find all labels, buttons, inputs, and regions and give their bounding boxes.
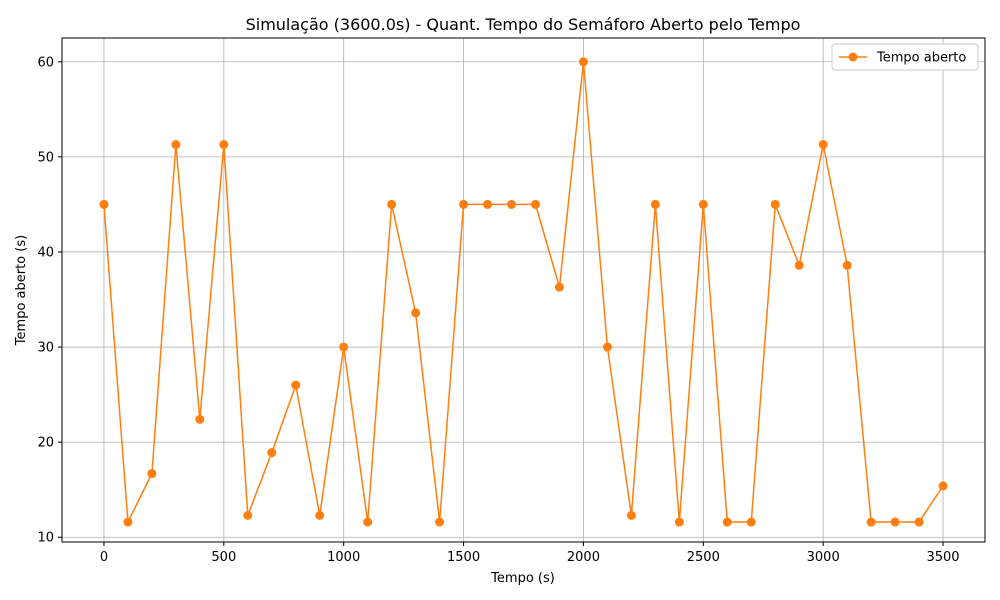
series-line [103,61,944,523]
y-tick-label: 30 [37,341,54,356]
data-point [363,517,373,527]
grid-lines [62,38,985,542]
data-point [459,199,469,209]
data-point [411,308,421,318]
x-tick-label: 3500 [926,550,959,565]
y-tick-label: 10 [37,531,54,546]
data-point [722,517,732,527]
legend-box [831,43,979,71]
data-point [674,517,684,527]
data-point [866,517,876,527]
x-tick-label: 1500 [447,550,480,565]
x-axis-label: Tempo (s) [490,571,555,586]
data-point [842,260,852,270]
data-point [315,510,325,520]
data-point [435,517,445,527]
data-point [770,199,780,209]
x-tick-label: 2500 [687,550,720,565]
chart-title: Simulação (3600.0s) - Quant. Tempo do Se… [246,15,801,34]
data-point [530,199,540,209]
x-tick-label: 500 [211,550,236,565]
data-point [578,57,588,67]
data-point [267,448,277,458]
data-point [99,199,109,209]
legend-label: Tempo aberto [876,51,966,66]
x-tick-label: 0 [100,550,108,565]
data-point [914,517,924,527]
data-point [602,342,612,352]
series-group [99,57,948,527]
data-point [339,342,349,352]
data-point [794,260,804,270]
legend: Tempo aberto [831,43,979,71]
y-tick-label: 50 [37,150,54,165]
data-point [291,380,301,390]
data-point [818,140,828,150]
axis-ticks: 0 500 1000 1500 2000 2500 3000 3500 10 20 30 40 50 60 [37,55,959,565]
data-point [387,199,397,209]
data-point [219,140,229,150]
data-point [746,517,756,527]
y-tick-label: 40 [37,245,54,260]
data-point [938,481,948,491]
data-point [195,414,205,424]
x-tick-label: 1000 [327,550,360,565]
data-point [147,469,157,479]
x-tick-label: 2000 [567,550,600,565]
data-point [650,199,660,209]
data-point [243,510,253,520]
data-point [171,140,181,150]
data-point [507,199,517,209]
data-point [123,517,133,527]
legend-marker [848,52,858,62]
data-point [554,282,564,292]
x-tick-label: 3000 [807,550,840,565]
data-point [698,199,708,209]
y-tick-label: 20 [37,436,54,451]
plot-frame [61,37,986,543]
y-tick-label: 60 [37,55,54,70]
data-point [626,510,636,520]
data-point [890,517,900,527]
data-point [483,199,493,209]
y-axis-label: Tempo aberto (s) [14,235,29,346]
